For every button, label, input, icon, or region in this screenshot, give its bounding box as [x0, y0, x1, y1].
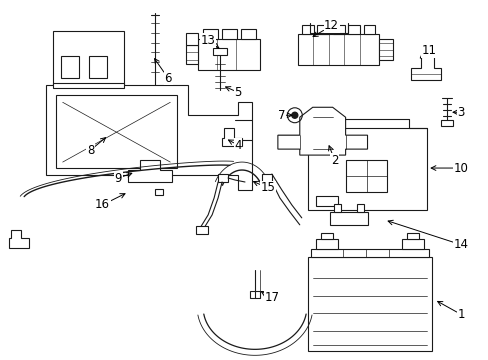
Bar — [407, 233, 419, 239]
Polygon shape — [46, 85, 251, 190]
Text: 11: 11 — [420, 44, 436, 58]
Text: 7: 7 — [278, 109, 291, 122]
Bar — [440, 120, 452, 126]
Text: 16: 16 — [95, 194, 125, 211]
Text: 8: 8 — [87, 138, 105, 157]
Text: 9: 9 — [115, 171, 131, 185]
Bar — [53, 31, 124, 85]
Bar — [222, 28, 237, 39]
Bar — [203, 28, 218, 39]
Text: 3: 3 — [452, 106, 464, 119]
Bar — [379, 39, 393, 60]
Bar — [262, 174, 271, 182]
Text: 1: 1 — [437, 301, 464, 321]
Bar — [88, 57, 106, 78]
Bar — [213, 48, 226, 55]
Bar — [198, 39, 260, 71]
Bar — [249, 291, 260, 298]
Bar — [345, 160, 386, 192]
Bar — [155, 189, 163, 195]
Bar — [320, 233, 332, 239]
Text: 4: 4 — [228, 139, 241, 152]
Text: 17: 17 — [261, 291, 279, 304]
Polygon shape — [128, 160, 172, 182]
Bar — [363, 24, 375, 33]
Bar — [402, 239, 424, 249]
Bar — [310, 249, 428, 257]
Bar — [329, 212, 367, 225]
Bar — [301, 24, 313, 33]
Text: 14: 14 — [387, 220, 468, 251]
Text: 12: 12 — [312, 19, 339, 37]
Bar — [356, 204, 363, 212]
Bar — [333, 204, 340, 212]
Circle shape — [291, 112, 297, 118]
Text: 6: 6 — [154, 59, 172, 85]
Bar — [241, 28, 255, 39]
Polygon shape — [410, 55, 440, 80]
Polygon shape — [222, 128, 242, 146]
Polygon shape — [277, 107, 367, 155]
Text: 15: 15 — [253, 181, 275, 194]
Text: 13: 13 — [200, 34, 219, 48]
Bar — [56, 95, 177, 168]
Bar — [332, 24, 344, 33]
Bar — [53, 84, 124, 88]
Bar — [196, 226, 208, 234]
Bar — [186, 32, 198, 45]
Bar — [218, 174, 227, 182]
Bar — [317, 24, 328, 33]
Text: 10: 10 — [430, 162, 468, 175]
Bar — [307, 128, 427, 210]
Text: 2: 2 — [328, 146, 338, 167]
Text: 5: 5 — [225, 86, 241, 99]
Bar — [315, 196, 337, 206]
Bar — [347, 24, 359, 33]
Bar — [297, 33, 379, 66]
Bar — [315, 239, 337, 249]
Bar — [61, 57, 79, 78]
Bar — [307, 257, 431, 351]
Polygon shape — [9, 230, 29, 248]
Bar — [186, 45, 198, 64]
